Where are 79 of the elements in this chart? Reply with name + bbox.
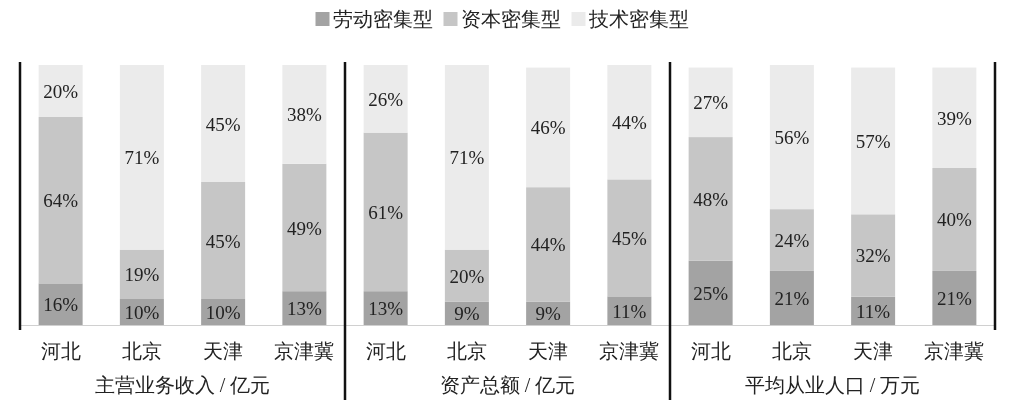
bar <box>38 117 83 284</box>
x-tick-label: 京津冀 <box>924 340 985 362</box>
data-label: 16% <box>43 294 79 316</box>
x-axis-title: 主营业务收入 / 亿元 <box>94 374 271 396</box>
data-label: 46% <box>530 117 566 139</box>
data-label: 71% <box>449 147 485 169</box>
bar <box>932 67 977 168</box>
data-label: 13% <box>368 298 404 320</box>
data-label: 44% <box>530 234 566 256</box>
bar <box>444 65 489 250</box>
bar <box>119 65 164 250</box>
bar <box>526 187 571 302</box>
x-tick-label: 北京 <box>121 340 162 362</box>
data-label: 45% <box>205 113 241 135</box>
data-label: 39% <box>936 107 972 129</box>
data-label: 24% <box>774 230 810 252</box>
bar <box>688 67 733 138</box>
data-label: 57% <box>855 130 891 152</box>
x-tick-label: 河北 <box>690 340 731 362</box>
data-label: 32% <box>855 245 891 267</box>
bar <box>769 270 814 325</box>
data-label: 61% <box>368 201 404 223</box>
bar <box>769 209 814 271</box>
bar <box>607 65 652 180</box>
data-label: 19% <box>124 264 160 286</box>
bar <box>201 182 246 299</box>
bar <box>363 132 408 292</box>
bar <box>363 65 408 133</box>
data-label: 27% <box>693 92 729 114</box>
data-label: 10% <box>124 302 160 323</box>
bar <box>688 260 733 325</box>
bar <box>851 214 896 297</box>
x-tick-label: 天津 <box>528 340 569 362</box>
data-label: 9% <box>454 303 480 325</box>
bar <box>282 163 327 292</box>
x-tick-label: 京津冀 <box>274 340 335 362</box>
data-label: 49% <box>286 217 322 239</box>
data-label: 25% <box>693 282 729 304</box>
data-label: 11% <box>856 300 891 322</box>
data-label: 64% <box>43 190 79 212</box>
bar <box>282 65 327 164</box>
data-label: 20% <box>43 81 79 102</box>
legend-label: 技术密集型 <box>587 8 689 30</box>
data-label: 21% <box>774 287 810 309</box>
legend-label: 劳动密集型 <box>332 8 433 30</box>
data-label: 9% <box>535 303 561 325</box>
bar <box>688 137 733 261</box>
x-tick-label: 北京 <box>446 340 487 362</box>
bar <box>932 270 977 325</box>
data-label: 26% <box>368 88 404 110</box>
data-label: 44% <box>611 112 647 134</box>
data-label: 11% <box>612 300 647 322</box>
x-tick-label: 天津 <box>853 340 894 362</box>
legend-label: 资本密集型 <box>460 8 561 30</box>
data-label: 10% <box>205 302 241 323</box>
bar <box>607 179 652 297</box>
bar <box>932 167 977 271</box>
data-label: 40% <box>936 209 972 231</box>
bar <box>769 65 814 210</box>
x-tick-label: 天津 <box>203 340 244 362</box>
data-label: 21% <box>936 287 972 309</box>
x-tick-label: 河北 <box>365 340 406 362</box>
data-label: 13% <box>286 298 322 320</box>
bar <box>444 249 489 302</box>
data-label: 45% <box>205 230 241 252</box>
data-label: 20% <box>449 265 485 287</box>
bar <box>526 67 571 188</box>
x-axis-title: 资产总额 / 亿元 <box>439 374 576 396</box>
x-tick-label: 北京 <box>771 340 812 362</box>
data-label: 48% <box>693 188 729 210</box>
data-label: 71% <box>124 147 160 169</box>
data-label: 38% <box>286 104 322 126</box>
x-tick-label: 京津冀 <box>599 340 660 362</box>
bar <box>851 67 896 215</box>
data-label: 56% <box>774 127 810 149</box>
data-label: 45% <box>611 227 647 249</box>
x-tick-label: 河北 <box>40 340 81 362</box>
x-axis-title: 平均从业人口 / 万元 <box>744 374 921 396</box>
bar <box>201 65 246 182</box>
